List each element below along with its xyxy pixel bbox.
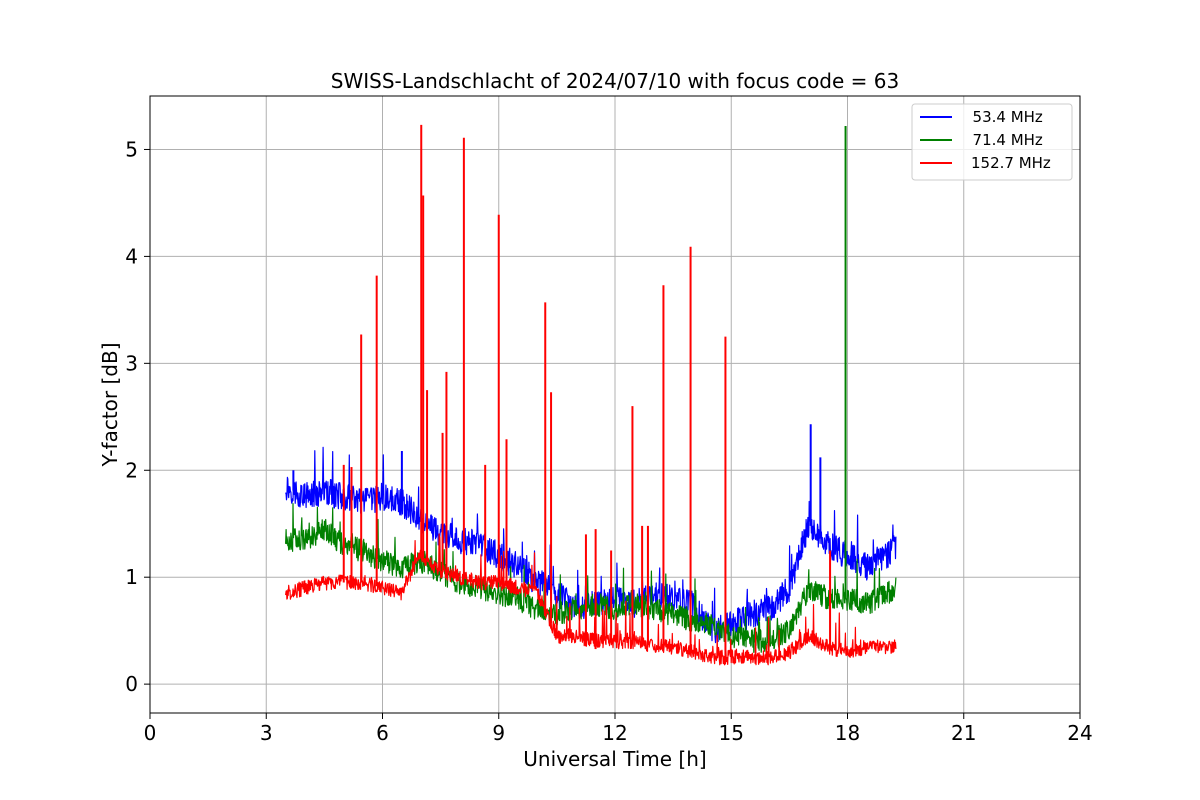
x-axis-title: Universal Time [h] [523,747,706,771]
x-tick-label: 3 [260,721,273,745]
legend-box [911,103,1073,181]
legend-label-71-4: 71.4 MHz [963,131,1043,149]
y-tick-label: 3 [125,351,138,375]
x-tick-label: 18 [835,721,860,745]
x-tick-label: 24 [1067,721,1092,745]
x-tick-label: 0 [144,721,157,745]
y-tick-label: 2 [125,458,138,482]
y-tick-label: 1 [125,565,138,589]
series-line [285,533,897,666]
y-tick-label: 4 [125,244,138,268]
x-tick-label: 12 [602,721,627,745]
legend: 53.4 MHz 71.4 MHz 152.7 MHz [911,103,1073,181]
legend-label-53-4: 53.4 MHz [963,108,1043,126]
x-tick-label: 21 [951,721,976,745]
y-tick-label: 5 [125,137,138,161]
y-axis-title: Y-factor [dB] [98,342,122,467]
y-tick-label: 0 [125,672,138,696]
x-tick-label: 15 [719,721,744,745]
x-tick-label: 6 [376,721,389,745]
series-line [285,503,897,654]
series-layer [285,124,897,666]
legend-label-152-7: 152.7 MHz [971,154,1051,172]
x-tick-label: 9 [492,721,505,745]
chart-title: SWISS-Landschlacht of 2024/07/10 with fo… [331,69,899,93]
